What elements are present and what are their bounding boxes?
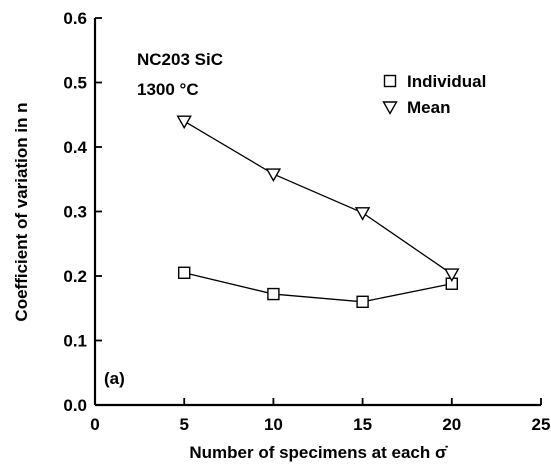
mean-data-point <box>444 268 460 282</box>
legend: Individual Mean <box>382 72 486 117</box>
ticks: 0 5 10 15 20 25 0.0 0.1 0.2 0.3 0.4 0.5 0.6 <box>63 9 550 434</box>
y-tick-label: 0.5 <box>63 74 87 93</box>
mean-data-point <box>176 115 192 130</box>
y-tick-label: 0.4 <box>63 138 87 157</box>
y-tick-label: 0.2 <box>63 267 87 286</box>
mean-data-point <box>265 168 282 183</box>
temperature-annotation: 1300 °C <box>137 80 199 99</box>
x-axis-title: Number of specimens at each σ̇ <box>189 443 448 462</box>
legend-individual-marker <box>383 74 397 88</box>
x-tick-label: 15 <box>353 415 372 434</box>
individual-data-point <box>356 295 369 308</box>
x-tick-label: 20 <box>442 415 461 434</box>
panel-label: (a) <box>104 369 125 388</box>
y-tick-label: 0.1 <box>63 332 87 351</box>
individual-data-point <box>177 266 191 279</box>
mean-series-line <box>183 120 453 275</box>
x-tick-label: 0 <box>90 415 99 434</box>
x-tick-label: 10 <box>264 415 283 434</box>
material-annotation: NC203 SiC <box>137 50 223 69</box>
y-tick-label: 0.6 <box>63 9 87 28</box>
y-axis-title: Coefficient of variation in n <box>12 102 31 321</box>
series-group <box>176 115 460 308</box>
legend-mean-marker <box>382 101 398 115</box>
x-tick-label: 5 <box>179 415 188 434</box>
x-tick-label: 25 <box>532 415 551 434</box>
individual-series-line <box>184 272 452 303</box>
y-tick-label: 0.3 <box>63 203 87 222</box>
y-tick-label: 0.0 <box>63 396 87 415</box>
annotations: NC203 SiC 1300 °C (a) <box>104 50 223 388</box>
legend-mean-label: Mean <box>407 98 450 117</box>
mean-data-point <box>354 207 371 221</box>
individual-data-point <box>267 287 280 301</box>
legend-individual-label: Individual <box>407 72 486 91</box>
